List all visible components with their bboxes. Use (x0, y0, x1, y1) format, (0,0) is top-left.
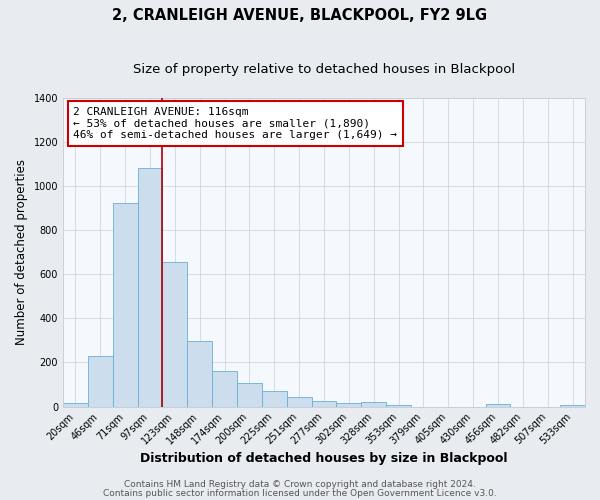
Bar (237, 383, 262, 406)
Bar (187, 342, 212, 406)
Text: Contains HM Land Registry data © Crown copyright and database right 2024.: Contains HM Land Registry data © Crown c… (124, 480, 476, 489)
Bar (361, 402, 386, 406)
Bar (212, 372, 237, 406)
Bar (63, 404, 88, 406)
Bar (311, 401, 337, 406)
Bar (88, 356, 113, 406)
Y-axis label: Number of detached properties: Number of detached properties (15, 159, 28, 345)
Bar (485, 404, 511, 406)
Text: 2, CRANLEIGH AVENUE, BLACKPOOL, FY2 9LG: 2, CRANLEIGH AVENUE, BLACKPOOL, FY2 9LG (112, 8, 488, 22)
Bar (287, 396, 311, 406)
Text: Contains public sector information licensed under the Open Government Licence v3: Contains public sector information licen… (103, 488, 497, 498)
X-axis label: Distribution of detached houses by size in Blackpool: Distribution of detached houses by size … (140, 452, 508, 465)
Bar (262, 390, 287, 406)
Title: Size of property relative to detached houses in Blackpool: Size of property relative to detached ho… (133, 62, 515, 76)
Bar (163, 262, 187, 406)
Bar (337, 402, 361, 406)
Bar (137, 168, 163, 406)
Text: 2 CRANLEIGH AVENUE: 116sqm
← 53% of detached houses are smaller (1,890)
46% of s: 2 CRANLEIGH AVENUE: 116sqm ← 53% of deta… (73, 107, 397, 140)
Bar (113, 204, 137, 406)
